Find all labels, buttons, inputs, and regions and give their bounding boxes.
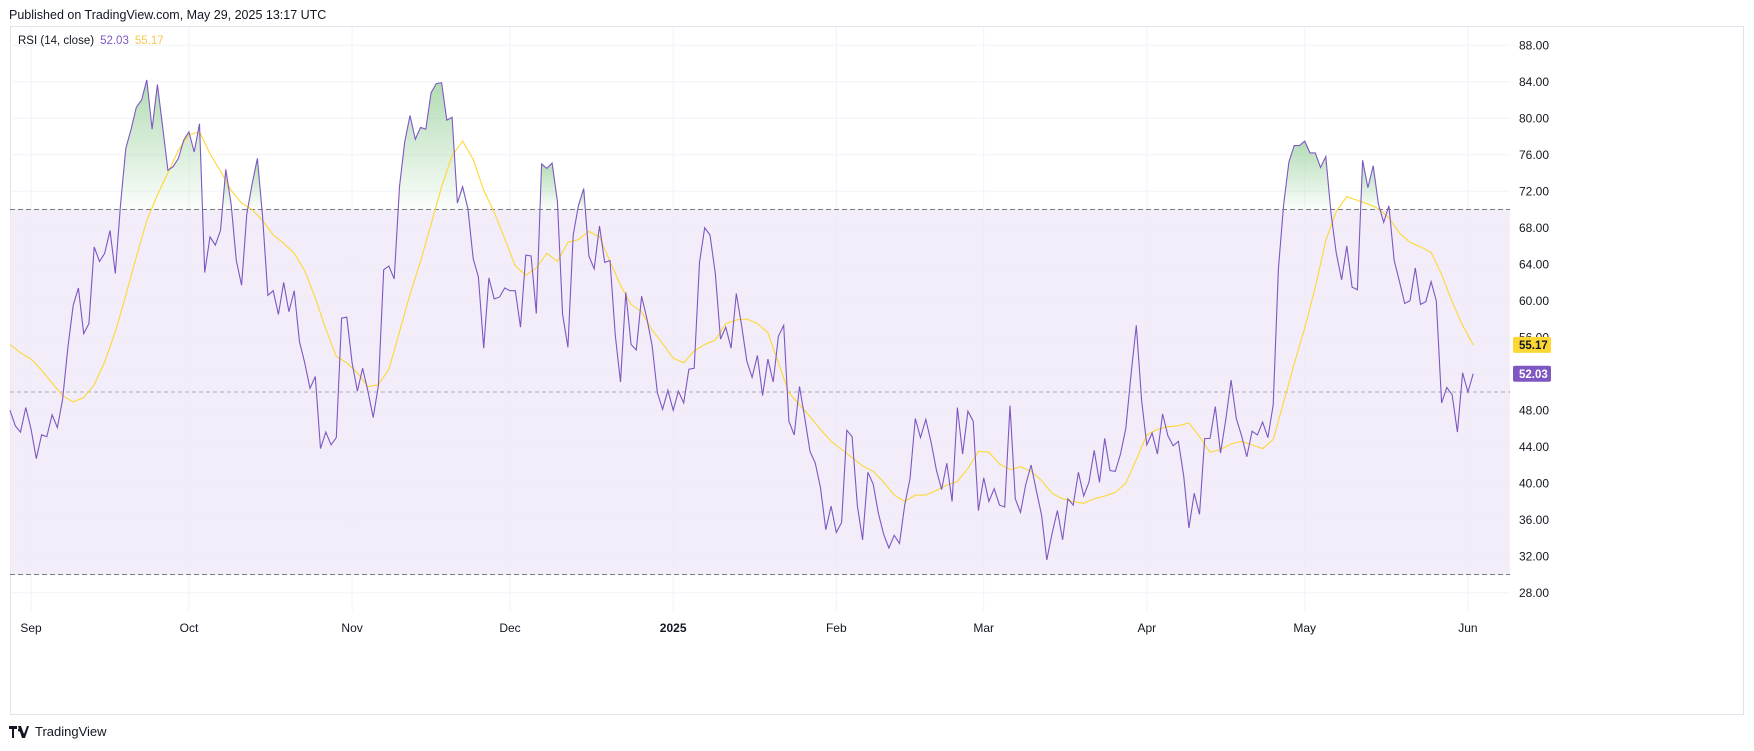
overbought-area bbox=[1283, 141, 1331, 210]
price-badges: 55.17 52.03 bbox=[1513, 336, 1551, 382]
x-tick-label: Apr bbox=[1137, 621, 1156, 635]
indicator-legend[interactable]: RSI (14, close) 52.03 55.17 bbox=[18, 35, 164, 47]
y-tick-label: 36.00 bbox=[1519, 513, 1549, 527]
x-tick-label: Feb bbox=[826, 621, 847, 635]
overbought-area bbox=[120, 79, 203, 210]
y-tick-label: 72.00 bbox=[1519, 184, 1549, 198]
y-tick-label: 88.00 bbox=[1519, 38, 1549, 52]
footer-brand[interactable]: TradingView bbox=[9, 724, 107, 739]
ma-series-line bbox=[9, 131, 1474, 504]
x-tick-label: Sep bbox=[20, 621, 42, 635]
x-tick-label: Nov bbox=[341, 621, 362, 635]
footer-brand-name: TradingView bbox=[35, 724, 107, 739]
legend-indicator-name: RSI (14, close) bbox=[18, 35, 95, 47]
overbought-area bbox=[398, 82, 468, 210]
x-tick-label: Jun bbox=[1458, 621, 1477, 635]
y-axis-ticks: 88.00 84.00 80.00 76.00 72.00 68.00 64.00 60.00… bbox=[1519, 38, 1549, 600]
y-tick-label: 84.00 bbox=[1519, 75, 1549, 89]
y-tick-label: 80.00 bbox=[1519, 111, 1549, 125]
ma-value-badge-text: 55.17 bbox=[1519, 340, 1548, 352]
x-tick-label: May bbox=[1293, 621, 1316, 635]
published-header: Published on TradingView.com, May 29, 20… bbox=[9, 8, 327, 22]
tradingview-logo-icon bbox=[9, 725, 29, 738]
y-tick-label: 64.00 bbox=[1519, 257, 1549, 271]
overbought-fill bbox=[120, 79, 1390, 210]
y-tick-label: 76.00 bbox=[1519, 148, 1549, 162]
rsi-value-badge bbox=[1513, 365, 1551, 382]
legend-rsi-value: 52.03 bbox=[100, 35, 129, 47]
y-tick-label: 44.00 bbox=[1519, 440, 1549, 454]
x-tick-label: Oct bbox=[180, 621, 199, 635]
overbought-area bbox=[222, 169, 232, 210]
y-tick-label: 32.00 bbox=[1519, 549, 1549, 563]
y-tick-label: 68.00 bbox=[1519, 221, 1549, 235]
y-tick-label: 28.00 bbox=[1519, 586, 1549, 600]
x-axis-ticks: Sep Oct Nov Dec 2025 Feb Mar Apr May Jun bbox=[20, 621, 1477, 635]
overbought-area bbox=[1360, 160, 1380, 210]
legend-ma-value: 55.17 bbox=[134, 35, 164, 47]
rsi-series-line bbox=[9, 79, 1474, 561]
ma-value-badge bbox=[1513, 336, 1551, 353]
x-tick-label: Mar bbox=[973, 621, 994, 635]
rsi-value-badge-text: 52.03 bbox=[1519, 369, 1548, 381]
x-tick-label: Dec bbox=[499, 621, 520, 635]
y-tick-label: 60.00 bbox=[1519, 294, 1549, 308]
x-tick-label: 2025 bbox=[660, 621, 687, 635]
y-tick-label: 40.00 bbox=[1519, 476, 1549, 490]
overbought-area bbox=[577, 188, 586, 210]
y-tick-label: 48.00 bbox=[1519, 403, 1549, 417]
